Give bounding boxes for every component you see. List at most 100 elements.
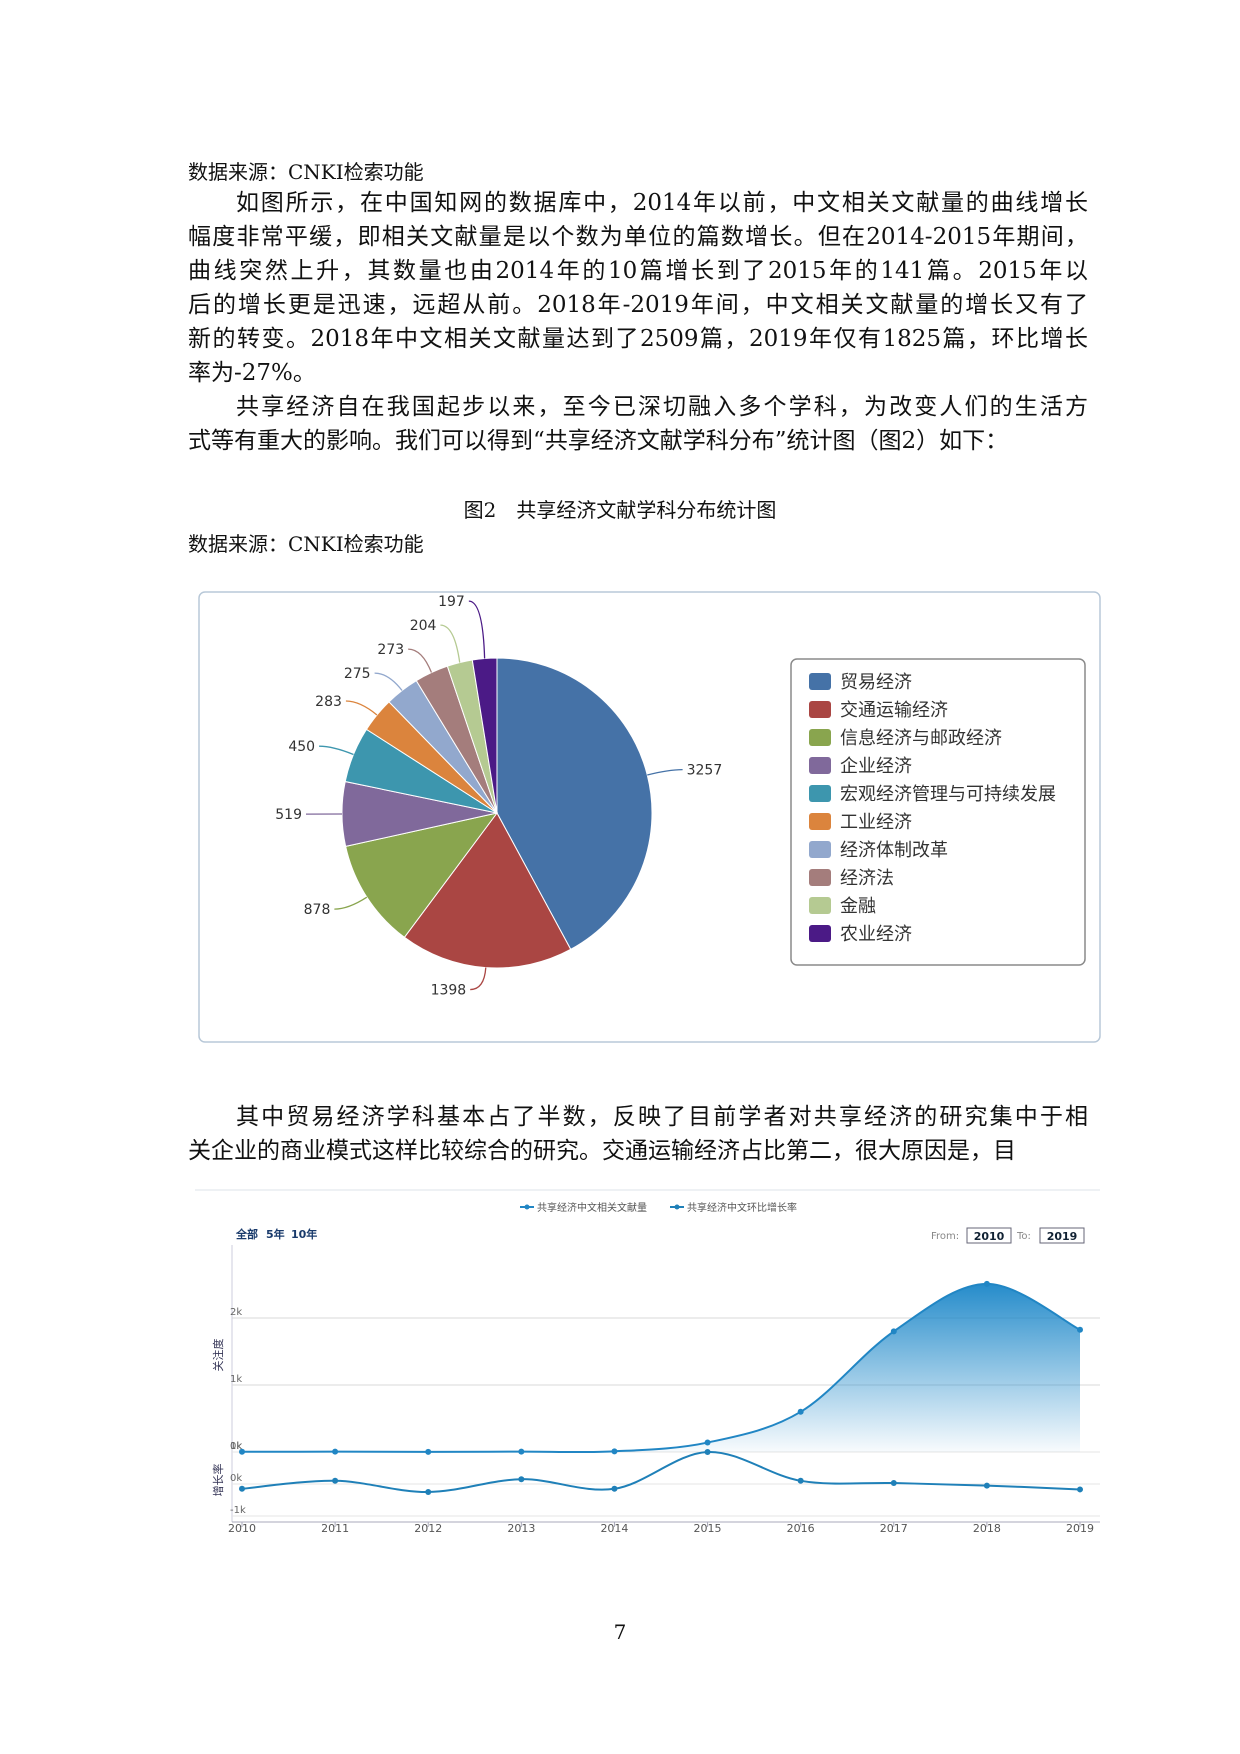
- point: [332, 1448, 339, 1455]
- label-connector: [440, 624, 461, 663]
- axis-title: 关注度: [211, 1339, 225, 1372]
- label-connector: [470, 967, 487, 991]
- legend-swatch: [809, 869, 831, 886]
- label-connector: [408, 648, 433, 673]
- label-connector: [319, 745, 354, 756]
- data-label: 878: [304, 902, 331, 918]
- legend-label: 贸易经济: [840, 672, 912, 693]
- x-tick-label: 2018: [973, 1522, 1001, 1535]
- label-connector: [647, 768, 683, 776]
- legend-label: 经济体制改革: [840, 840, 948, 861]
- legend-label: 企业经济: [840, 756, 912, 777]
- page-number: 7: [613, 1620, 627, 1644]
- x-tick-label: 2011: [321, 1522, 349, 1535]
- line: [241, 1282, 1081, 1454]
- line: [241, 1450, 1081, 1494]
- x-tick-label: 2017: [880, 1522, 908, 1535]
- x-tick-label: 2010: [228, 1522, 256, 1535]
- axis-title: 增长率: [211, 1464, 225, 1497]
- point: [890, 1480, 897, 1487]
- text-line: 幅度非常平缓，即相关文献量是以个数为单位的篇数增长。但在2014-2015年期间…: [188, 224, 1088, 250]
- legend-swatch: [809, 897, 831, 914]
- data-label: 283: [315, 694, 342, 710]
- point: [611, 1485, 618, 1492]
- legend-label: 交通运输经济: [840, 700, 948, 721]
- x-tick-label: 2016: [787, 1522, 815, 1535]
- point: [797, 1477, 804, 1484]
- legend-box: [790, 658, 1086, 966]
- label-connector: [374, 672, 403, 691]
- point: [332, 1477, 339, 1484]
- text-line: 关企业的商业模式这样比较综合的研究。交通运输经济占比第二，很大原因是，目: [188, 1138, 1016, 1164]
- data-label: 197: [438, 594, 465, 610]
- figure-caption: 图2 共享经济文献学科分布统计图: [463, 498, 777, 522]
- x-tick-label: 2012: [414, 1522, 442, 1535]
- point: [704, 1449, 711, 1455]
- legend-label: 共享经济中文环比增长率: [687, 1201, 797, 1214]
- point: [425, 1448, 432, 1455]
- from-value: 2010: [974, 1230, 1005, 1243]
- legend-label: 信息经济与邮政经济: [840, 728, 1002, 749]
- label-connector: [345, 700, 378, 716]
- area: [242, 1283, 1080, 1453]
- text-line: 式等有重大的影响。我们可以得到“共享经济文献学科分布”统计图（图2）如下：: [188, 428, 1009, 454]
- point: [797, 1408, 804, 1415]
- point: [239, 1485, 245, 1492]
- y-tick-label: 1k: [230, 1374, 242, 1385]
- data-label: 273: [377, 642, 404, 658]
- data-label: 204: [410, 618, 437, 634]
- y2-tick-label: -1k: [230, 1505, 246, 1516]
- legend-swatch: [809, 729, 831, 746]
- legend-swatch: [809, 925, 831, 942]
- text-line: 新的转变。2018年中文相关文献量达到了2509篇，2019年仅有1825篇，环…: [188, 326, 1088, 352]
- legend-label: 宏观经济管理与可持续发展: [840, 784, 1056, 805]
- text-line: 其中贸易经济学科基本占了半数，反映了目前学者对共享经济的研究集中于相: [236, 1104, 1088, 1130]
- source-note: 数据来源：CNKI检索功能: [188, 532, 424, 556]
- legend-swatch: [809, 785, 831, 802]
- point: [983, 1280, 990, 1287]
- legend-swatch: [809, 701, 831, 718]
- y-tick-label: 2k: [230, 1307, 242, 1318]
- x-tick-label: 2014: [600, 1522, 628, 1535]
- legend-swatch: [809, 813, 831, 830]
- legend-label: 金融: [840, 896, 876, 917]
- point: [704, 1439, 711, 1446]
- range-button[interactable]: 5年: [266, 1227, 285, 1241]
- pie-slice: [471, 657, 498, 814]
- x-tick-label: 2015: [694, 1522, 722, 1535]
- from-input[interactable]: [966, 1227, 1012, 1244]
- legend-label: 共享经济中文相关文献量: [537, 1201, 647, 1214]
- data-label: 1398: [431, 983, 467, 999]
- label-connector: [468, 600, 486, 659]
- x-tick-label: 2019: [1066, 1522, 1094, 1535]
- legend-label: 农业经济: [840, 924, 912, 945]
- data-label: 275: [344, 666, 371, 682]
- point: [239, 1448, 245, 1455]
- point: [890, 1328, 897, 1335]
- text-line: 后的增长更是迅速，远超从前。2018年-2019年间，中文相关文献量的增长又有了: [188, 292, 1088, 318]
- point: [611, 1448, 618, 1455]
- point: [518, 1448, 525, 1455]
- range-button[interactable]: 全部: [235, 1227, 258, 1241]
- legend-dot: [524, 1204, 530, 1210]
- y2-tick-label: 0k: [230, 1473, 242, 1484]
- pie-slice: [403, 812, 572, 969]
- point: [1077, 1486, 1083, 1493]
- to-label: To:: [1016, 1231, 1031, 1242]
- to-input[interactable]: [1039, 1227, 1085, 1244]
- legend-swatch: [809, 757, 831, 774]
- legend-swatch: [809, 841, 831, 858]
- text-line: 率为-27%。: [188, 360, 316, 386]
- data-label: 450: [288, 739, 315, 755]
- text-line: 曲线突然上升，其数量也由2014年的10篇增长到了2015年的141篇。2015…: [188, 258, 1088, 284]
- x-tick-label: 2013: [507, 1522, 535, 1535]
- label-connector: [334, 896, 368, 910]
- text-line: 如图所示，在中国知网的数据库中，2014年以前，中文相关文献量的曲线增长: [236, 190, 1088, 216]
- range-button[interactable]: 10年: [291, 1227, 317, 1241]
- y2-tick-label: 1k: [230, 1441, 242, 1452]
- legend-label: 经济法: [840, 868, 894, 889]
- y-tick-label: 0k: [230, 1441, 242, 1452]
- text-line: 共享经济自在我国起步以来，至今已深切融入多个学科，为改变人们的生活方: [236, 394, 1088, 420]
- from-label: From:: [931, 1231, 959, 1242]
